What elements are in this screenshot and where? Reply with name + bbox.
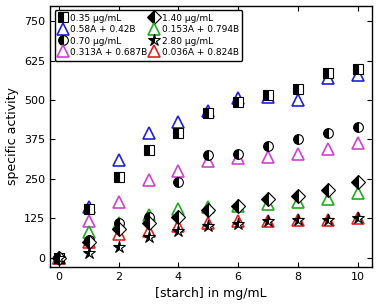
X-axis label: [starch] in mg/mL: [starch] in mg/mL (155, 287, 267, 300)
Y-axis label: specific activity: specific activity (6, 87, 19, 185)
Legend: 0.35 μg/mL, 0.58A + 0.42B, 0.70 μg/mL, 0.313A + 0.687B, 1.40 μg/mL, 0.153A + 0.7: 0.35 μg/mL, 0.58A + 0.42B, 0.70 μg/mL, 0… (54, 10, 242, 61)
